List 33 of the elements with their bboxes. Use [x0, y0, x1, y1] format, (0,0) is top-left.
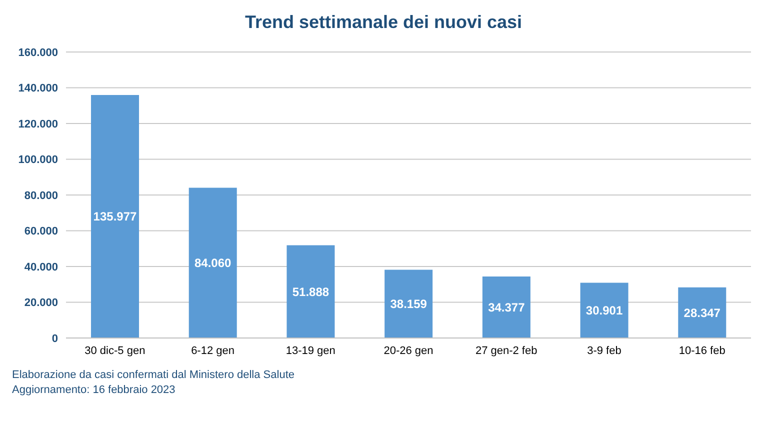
bar [188, 188, 237, 338]
y-tick-label: 120.000 [18, 118, 58, 130]
data-label: 30.901 [586, 304, 623, 318]
y-tick-label: 160.000 [18, 46, 58, 59]
y-tick-label: 20.000 [24, 297, 58, 310]
y-tick-label: 140.000 [18, 82, 58, 95]
y-tick-label: 60.000 [24, 226, 58, 238]
x-tick-label: 6-12 gen [191, 344, 235, 357]
data-label: 34.377 [488, 300, 526, 315]
y-tick-label: 40.000 [24, 261, 58, 274]
x-tick-label: 20-26 gen [384, 344, 434, 357]
bar [286, 245, 335, 338]
x-tick-label: 13-19 gen [286, 344, 336, 357]
bar [580, 282, 628, 338]
data-label: 135.977 [93, 210, 138, 224]
text: Elaborazione da casi confermati dal Ministero della Salute [12, 368, 294, 383]
data-label: 38.159 [390, 297, 428, 312]
data-label: 28.347 [684, 306, 721, 320]
bar [91, 94, 139, 338]
bar [482, 276, 530, 338]
x-tick-label: 30 dic-5 gen [84, 344, 146, 357]
y-tick-label: 100.000 [18, 154, 58, 166]
y-tick-label: 0 [52, 332, 58, 345]
data-label: 84.060 [194, 256, 232, 270]
x-tick-label: 3-9 feb [587, 344, 622, 357]
bar [384, 270, 433, 338]
x-tick-label: 27 gen-2 feb [475, 344, 538, 357]
data-label: 51.888 [292, 284, 330, 299]
text: Aggiornamento: 16 febbraio 2023 [12, 383, 176, 398]
chart-title: Trend settimanale dei nuovi casi [244, 11, 524, 34]
y-tick-label: 80.000 [24, 190, 58, 202]
bar [678, 287, 726, 338]
x-tick-label: 10-16 feb [678, 344, 726, 357]
